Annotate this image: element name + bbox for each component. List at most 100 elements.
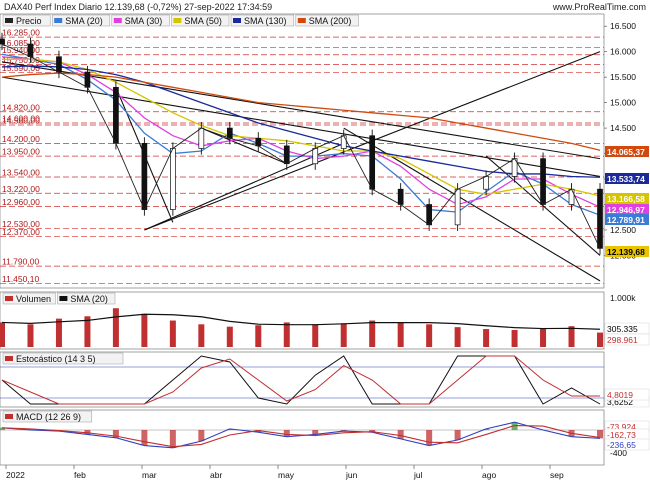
level-label: 15.940,00	[2, 45, 40, 55]
level-label: 14.560,00	[2, 116, 40, 126]
candle-body	[597, 188, 603, 249]
price-tick-label: 15.500	[610, 72, 636, 82]
volume-bar	[312, 324, 319, 347]
value-tag-label: 305.335	[607, 324, 638, 334]
volume-sma-line	[1, 313, 601, 330]
month-label: abr	[210, 470, 222, 480]
value-tag	[604, 388, 650, 401]
price-tick-label: 15.000	[610, 98, 636, 108]
candle-body	[340, 135, 347, 149]
volume-bar	[255, 325, 262, 347]
macd-histogram-bar	[397, 430, 404, 439]
legend-swatch	[54, 18, 63, 23]
main-panel	[0, 13, 605, 289]
value-tag-label: -162,73	[607, 430, 636, 440]
candle-body	[0, 38, 5, 45]
macd-histogram-bar	[312, 430, 319, 435]
legend-item	[230, 14, 295, 27]
level-label: 13.950,00	[2, 147, 40, 157]
legend-label: SMA (200)	[309, 16, 352, 26]
legend-swatch	[59, 296, 68, 301]
value-tag-label: 13.533,74	[607, 174, 645, 184]
month-label: feb	[74, 470, 86, 480]
value-tag-label: 4,8019	[607, 390, 633, 400]
value-tag-label: 12.139,68	[607, 247, 645, 257]
volume-bar	[198, 324, 205, 347]
level-label: 11.450,10	[2, 274, 39, 284]
macd-line	[1, 421, 601, 449]
legend-item	[51, 14, 111, 27]
value-tag-label: 13.166,58	[607, 194, 645, 204]
volume-bar	[55, 318, 62, 347]
macd-signal-line	[1, 425, 601, 448]
legend-label: SMA (30)	[125, 16, 163, 26]
month-label: mar	[142, 470, 157, 480]
volume-tick-label: 1.000k	[610, 293, 636, 303]
legend-label: SMA (20)	[70, 294, 108, 304]
volume-bar	[141, 313, 148, 347]
level-label: 11.790,00	[2, 257, 39, 267]
legend-item	[57, 292, 116, 305]
level-label: 14.600,00	[2, 113, 40, 123]
volume-bar	[454, 327, 461, 347]
legend-swatch	[5, 356, 13, 361]
candle-body	[568, 188, 575, 205]
volume-bar	[483, 329, 490, 347]
sma-line-5	[1, 72, 601, 151]
candle-body	[198, 127, 205, 149]
legend-swatch	[173, 18, 182, 23]
macd-histogram-bar	[0, 427, 5, 430]
value-tag	[605, 146, 649, 157]
macd-histogram-bar	[169, 430, 176, 448]
level-label: 13.540,00	[2, 167, 40, 177]
legend-label: Precio	[16, 16, 42, 26]
candle-body	[312, 148, 319, 165]
value-tag-label: 3,6252	[607, 397, 633, 407]
volume-bar	[226, 326, 233, 347]
macd-histogram-bar	[141, 430, 148, 446]
legend-item	[2, 14, 51, 27]
level-label: 14.200,00	[2, 134, 40, 144]
level-label: 12.960,00	[2, 197, 40, 207]
macd-panel	[0, 409, 605, 466]
price-line	[1, 43, 601, 249]
candle-body	[483, 176, 489, 190]
legend-item	[2, 352, 124, 365]
price-tick-label: 16.000	[610, 47, 636, 57]
macd-histogram-bar	[426, 430, 433, 446]
legend-item	[171, 14, 230, 27]
volume-bar	[540, 328, 547, 347]
volume-bar	[84, 316, 91, 347]
trend-line	[1, 76, 601, 178]
price-tick-label: 12.500	[610, 225, 636, 235]
macd-histogram-bar	[84, 430, 91, 435]
month-label: 2022	[6, 470, 25, 480]
legend-label: MACD (12 26 9)	[16, 412, 81, 422]
value-tag	[605, 193, 649, 204]
legend-swatch	[233, 18, 241, 23]
legend-label: SMA (50)	[184, 16, 222, 26]
main-legend: Precio SMA (20) SMA (30) SMA (50) SMA (130) S…	[2, 14, 359, 27]
volume-bar	[27, 324, 34, 347]
legend-label: SMA (20)	[65, 16, 103, 26]
candle-body	[113, 86, 119, 144]
price-tick-label: 16.500	[610, 21, 636, 31]
stochastic-panel	[0, 351, 605, 408]
macd-legend: MACD (12 26 9)	[2, 410, 93, 423]
volume-bar	[0, 322, 5, 347]
volume-bar	[283, 322, 290, 347]
volume-legend: Volumen SMA (20)	[2, 292, 116, 305]
trend-line	[201, 127, 287, 165]
value-tag	[605, 204, 649, 215]
month-label: jul	[413, 470, 423, 480]
macd-histogram-bar	[369, 430, 376, 433]
sma-line-4	[1, 65, 601, 178]
value-tag-label: 12.789,91	[607, 215, 645, 225]
legend-label: SMA (130)	[244, 16, 287, 26]
macd-histogram-bar	[112, 430, 119, 438]
volume-bar	[597, 332, 603, 347]
macd-histogram-bar	[340, 430, 347, 432]
volume-bar	[397, 322, 404, 347]
